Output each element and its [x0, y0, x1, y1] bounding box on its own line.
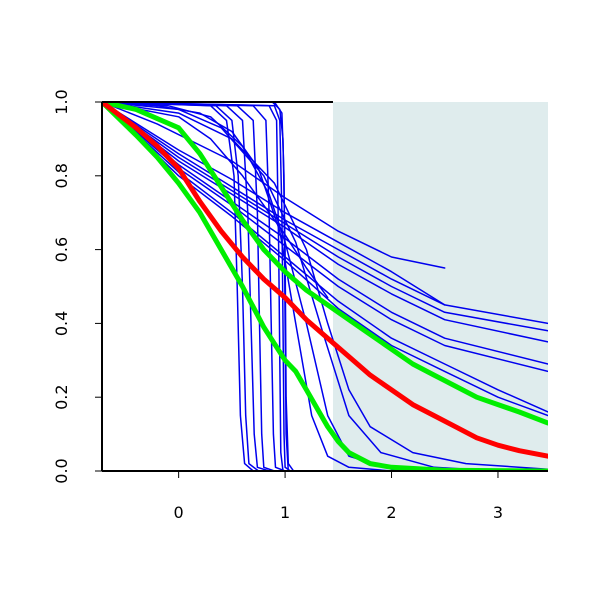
series-line-13: [102, 102, 548, 470]
series-line-9: [102, 102, 295, 471]
x-tick-label: 0: [174, 503, 184, 522]
y-tick-label: 0.2: [52, 384, 71, 409]
series-line-26: [102, 102, 548, 459]
series-line-8: [102, 102, 290, 471]
y-tick-label: 1.0: [52, 89, 71, 114]
x-tick-label: 1: [280, 503, 290, 522]
series-line-1: [102, 102, 254, 471]
y-tick-label: 0.8: [52, 163, 71, 188]
series-line-16: [102, 102, 548, 325]
series-line-14: [102, 102, 446, 269]
series-line-25: [102, 102, 548, 471]
series-line-19: [102, 102, 548, 365]
y-tick-label: 0.6: [52, 237, 71, 262]
series-line-22: [102, 102, 548, 417]
series-line-7: [102, 102, 292, 471]
x-tick-label: 3: [493, 503, 503, 522]
series-line-12: [102, 102, 499, 471]
series-line-20: [102, 102, 548, 373]
series-line-3: [102, 102, 270, 471]
y-tick-label: 0.4: [52, 311, 71, 336]
y-tick-label: 0.0: [52, 458, 71, 483]
shaded-region: [332, 102, 548, 471]
series-line-24: [102, 102, 548, 426]
series-line-23: [102, 102, 329, 299]
series-line-15: [102, 102, 446, 306]
series-line-4: [102, 102, 276, 471]
series-line-5: [102, 102, 286, 471]
series-line-2: [102, 102, 260, 471]
x-tick-label: 2: [386, 503, 396, 522]
series-line-21: [102, 102, 548, 413]
series-line-18: [102, 102, 548, 343]
series-line-17: [102, 102, 548, 332]
